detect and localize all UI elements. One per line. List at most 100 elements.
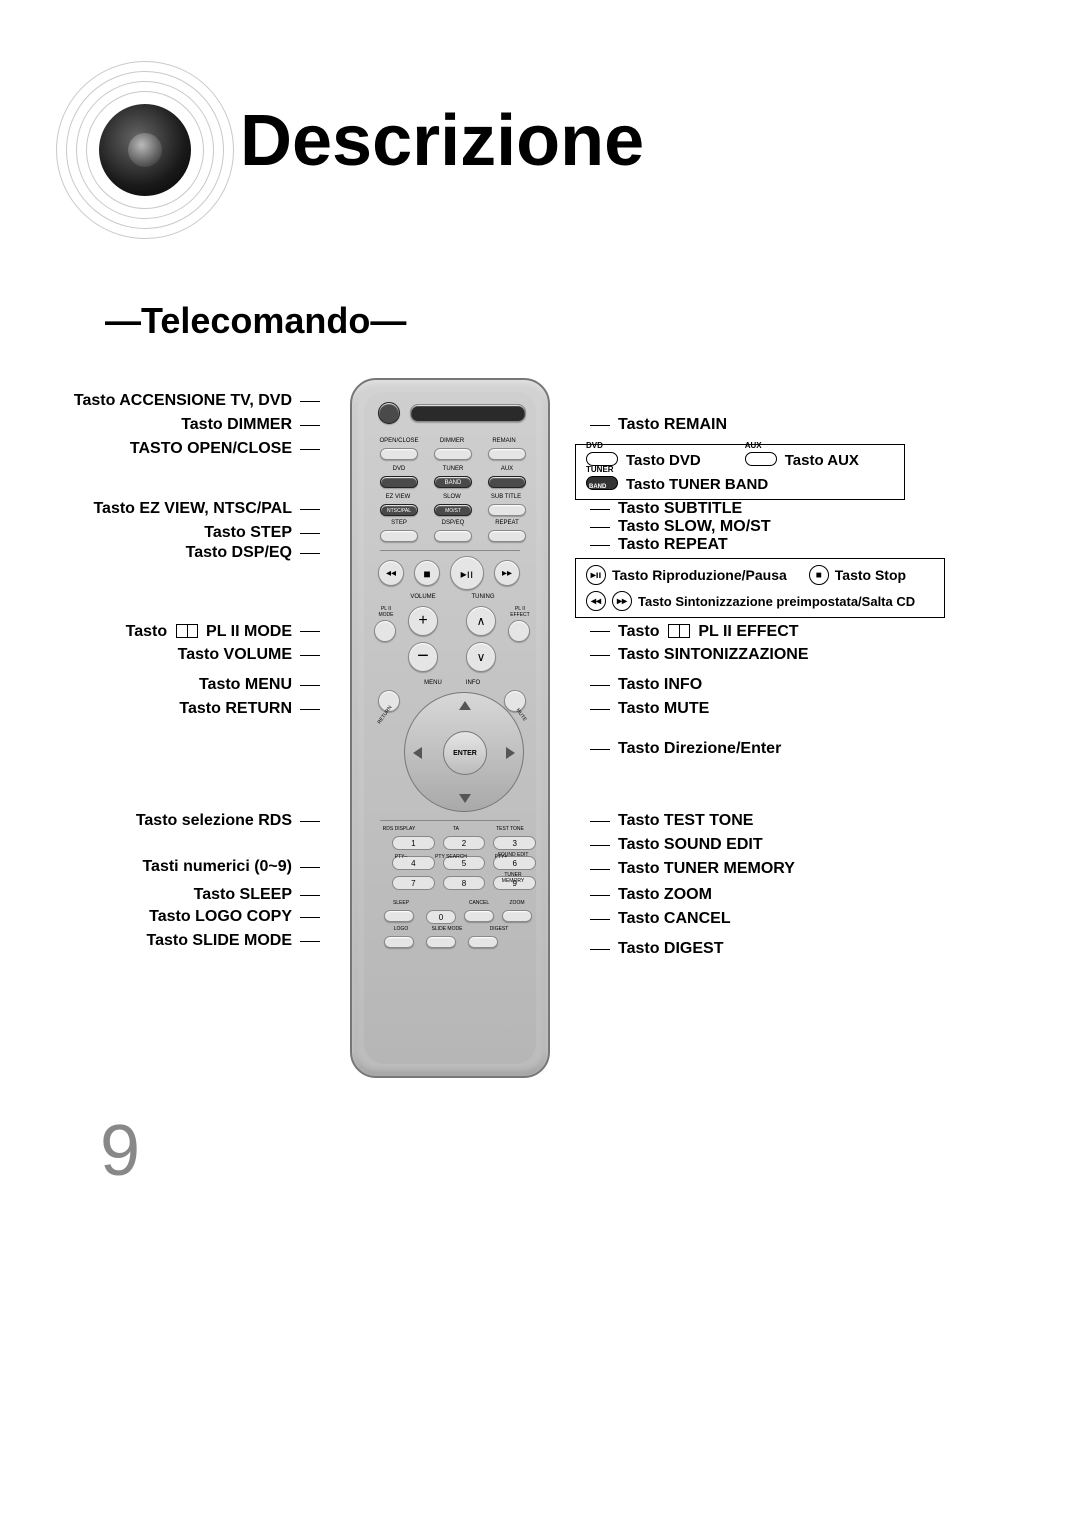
stop-label: Tasto Stop	[835, 567, 906, 583]
mode-selector-box: DVD Tasto DVD AUX Tasto AUX TUNERBAND Ta…	[575, 444, 905, 500]
dvd-button[interactable]	[380, 476, 418, 488]
next-button[interactable]: ▸▸	[494, 560, 520, 586]
tuner-pill-icon: BAND	[586, 476, 618, 490]
pty-minus-label: PTY–	[386, 854, 416, 860]
ir-window	[410, 404, 526, 422]
skip-label: Tasto Sintonizzazione preimpostata/Salta…	[638, 594, 915, 609]
aux-src-label: AUX	[488, 466, 526, 472]
open-close-button[interactable]	[380, 448, 418, 460]
callout-label: Tasto EZ VIEW, NTSC/PAL	[0, 500, 340, 518]
cancel-button[interactable]	[464, 910, 494, 922]
dimmer-button[interactable]	[434, 448, 472, 460]
num-3[interactable]: 3	[493, 836, 536, 850]
step-button[interactable]	[380, 530, 418, 542]
stop-icon: ■	[809, 565, 829, 585]
dsp-button[interactable]	[434, 530, 472, 542]
num-1[interactable]: 1	[392, 836, 435, 850]
ezview-button[interactable]: NTSC/PAL	[380, 504, 418, 516]
open-close-label: OPEN/CLOSE	[374, 438, 424, 444]
callout-label: Tasto ACCENSIONE TV, DVD	[0, 392, 340, 410]
callout-label: Tasto REMAIN	[570, 416, 1050, 434]
dimmer-label: DIMMER	[430, 438, 474, 444]
subtitle-button[interactable]	[488, 504, 526, 516]
pl-effect-button[interactable]	[508, 620, 530, 642]
dvd-src-label: DVD	[380, 466, 418, 472]
zoom-button[interactable]	[502, 910, 532, 922]
callout-label: Tasto ZOOM	[570, 886, 1050, 904]
power-button[interactable]	[378, 402, 400, 424]
tuner-mode-label: Tasto TUNER BAND	[626, 476, 768, 493]
info-label: INFO	[458, 680, 488, 686]
menu-label: MENU	[418, 680, 448, 686]
play-pause-icon: ▸ıı	[586, 565, 606, 585]
callout-label: Tasto PL II MODE	[0, 622, 340, 641]
callout-label: Tasto REPEAT	[570, 536, 1050, 554]
stop-button[interactable]: ■	[414, 560, 440, 586]
prev-button[interactable]: ◂◂	[378, 560, 404, 586]
digest-label: DIGEST	[482, 926, 516, 932]
callout-label: Tasto MUTE	[570, 700, 1050, 718]
num-2[interactable]: 2	[443, 836, 486, 850]
callout-label: Tasti numerici (0~9)	[0, 858, 340, 876]
vol-down-button[interactable]: −	[408, 642, 438, 672]
ta-label: TA	[446, 826, 466, 832]
callout-label: Tasto RETURN	[0, 700, 340, 718]
enter-button[interactable]: ENTER	[443, 731, 487, 775]
callout-label: Tasto CANCEL	[570, 910, 1050, 928]
callout-label: Tasto MENU	[0, 676, 340, 694]
slow-button[interactable]: MO/ST	[434, 504, 472, 516]
num-7[interactable]: 7	[392, 876, 435, 890]
callout-label: Tasto TEST TONE	[570, 812, 1050, 830]
play-button[interactable]: ▸ıı	[450, 556, 484, 590]
test-tone-label: TEST TONE	[488, 826, 532, 832]
aux-mode-label: Tasto AUX	[785, 452, 859, 469]
vol-up-button[interactable]: +	[408, 606, 438, 636]
aux-mini-label: AUX	[745, 441, 762, 450]
remain-button[interactable]	[488, 448, 526, 460]
tuning-label: TUNING	[460, 594, 506, 600]
num-0[interactable]: 0	[426, 910, 456, 924]
slide-label: SLIDE MODE	[422, 926, 472, 932]
page-number: 9	[100, 1110, 140, 1192]
remote-control: OPEN/CLOSE DIMMER REMAIN DVD TUNER AUX B…	[350, 378, 550, 1078]
slow-label: SLOW	[432, 494, 472, 500]
repeat-label: REPEAT	[488, 520, 526, 526]
aux-pill-icon	[745, 452, 777, 466]
sleep-button[interactable]	[384, 910, 414, 922]
tuning-down-button[interactable]: ∨	[466, 642, 496, 672]
logo-button[interactable]	[384, 936, 414, 948]
callout-label: Tasto VOLUME	[0, 646, 340, 664]
aux-button[interactable]	[488, 476, 526, 488]
cancel-label: CANCEL	[462, 900, 496, 906]
pl-effect-label: PL II EFFECT	[504, 606, 536, 618]
callout-label: Tasto SLIDE MODE	[0, 932, 340, 950]
tuning-up-button[interactable]: ∧	[466, 606, 496, 636]
callout-label: TASTO OPEN/CLOSE	[0, 440, 340, 458]
tuner-band-button[interactable]: BAND	[434, 476, 472, 488]
slide-button[interactable]	[426, 936, 456, 948]
callout-label: Tasto PL II EFFECT	[570, 622, 1050, 641]
skip-next-icon: ▸▸	[612, 591, 632, 611]
sound-edit-label: SOUND EDIT	[490, 852, 536, 858]
pl-mode-label: PL II MODE	[370, 606, 402, 618]
tuner-src-label: TUNER	[434, 466, 472, 472]
pl-mode-button[interactable]	[374, 620, 396, 642]
dvd-mode-label: Tasto DVD	[626, 452, 701, 469]
dsp-label: DSP/EQ	[434, 520, 472, 526]
callout-label: Tasto SLEEP	[0, 886, 340, 904]
digest-button[interactable]	[468, 936, 498, 948]
ezview-label: EZ VIEW	[376, 494, 420, 500]
step-label: STEP	[380, 520, 418, 526]
playback-box: ▸ıı Tasto Riproduzione/Pausa ■ Tasto Sto…	[575, 558, 945, 618]
callout-label: Tasto SLOW, MO/ST	[570, 518, 1050, 536]
callout-label: Tasto DIMMER	[0, 416, 340, 434]
remain-label: REMAIN	[482, 438, 526, 444]
callout-label: Tasto INFO	[570, 676, 1050, 694]
callout-label: Tasto DIGEST	[570, 940, 1050, 958]
num-8[interactable]: 8	[443, 876, 486, 890]
callout-label: Tasto selezione RDS	[0, 812, 340, 830]
tuner-memory-label: TUNER MEMORY	[490, 872, 536, 884]
dpad[interactable]: ENTER	[404, 692, 524, 812]
callout-label: Tasto SOUND EDIT	[570, 836, 1050, 854]
repeat-button[interactable]	[488, 530, 526, 542]
